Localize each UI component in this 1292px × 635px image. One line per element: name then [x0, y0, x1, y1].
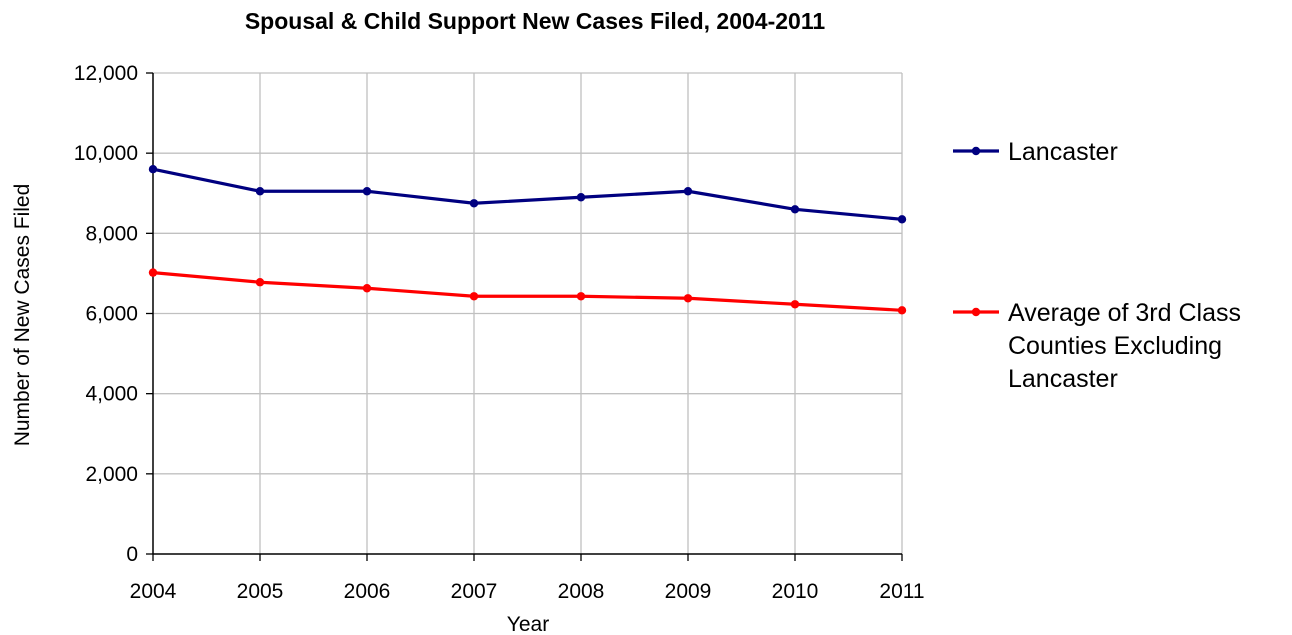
data-point	[148, 268, 158, 277]
series-line-1	[152, 271, 903, 312]
data-point	[362, 284, 372, 293]
data-point	[790, 300, 800, 309]
x-tick-label: 2011	[879, 580, 924, 603]
y-tick-label: 0	[126, 543, 138, 566]
y-tick-labels: 0 2,000 4,000 6,000 8,000 10,000 12,000	[74, 62, 138, 566]
data-point	[469, 199, 479, 208]
x-tick-label: 2005	[237, 580, 284, 603]
x-tick-labels: 2004 2005 2006 2007 2008 2009 2010 2011	[130, 580, 925, 603]
series-line-0	[152, 167, 903, 221]
data-point	[255, 278, 265, 287]
gridlines	[153, 72, 903, 554]
y-axis-label: Number of New Cases Filed	[11, 184, 34, 447]
y-tick-label: 6,000	[85, 303, 138, 326]
y-tick-label: 10,000	[74, 142, 138, 165]
data-point	[897, 306, 907, 315]
y-tick-label: 12,000	[74, 62, 138, 85]
x-tick-label: 2008	[558, 580, 605, 603]
data-point	[683, 294, 693, 303]
data-point	[362, 187, 372, 196]
legend-label: Average of 3rd Class	[1008, 299, 1241, 327]
data-point	[255, 187, 265, 196]
data-point	[683, 187, 693, 196]
legend-label: Lancaster	[1008, 138, 1118, 166]
legend-label: Counties Excluding	[1008, 332, 1222, 360]
data-point	[469, 292, 479, 301]
legend: Lancaster Average of 3rd Class Counties Ex…	[953, 138, 1241, 393]
x-tick-label: 2010	[772, 580, 819, 603]
x-tick-label: 2009	[665, 580, 712, 603]
x-axis-label: Year	[507, 613, 549, 635]
data-point	[576, 193, 586, 202]
y-tick-label: 2,000	[85, 463, 138, 486]
y-tick-label: 8,000	[85, 222, 138, 245]
legend-swatch-marker	[971, 307, 981, 317]
chart-title: Spousal & Child Support New Cases Filed,…	[245, 8, 825, 34]
data-point	[790, 205, 800, 214]
y-tick-label: 4,000	[85, 383, 138, 406]
legend-swatch-marker	[971, 146, 981, 156]
data-point	[576, 292, 586, 301]
legend-label: Lancaster	[1008, 365, 1118, 393]
axes	[146, 72, 903, 561]
x-tick-label: 2006	[344, 580, 391, 603]
series-lines	[148, 165, 907, 315]
x-tick-label: 2007	[451, 580, 498, 603]
x-tick-label: 2004	[130, 580, 177, 603]
data-point	[897, 215, 907, 224]
data-point	[148, 165, 158, 174]
